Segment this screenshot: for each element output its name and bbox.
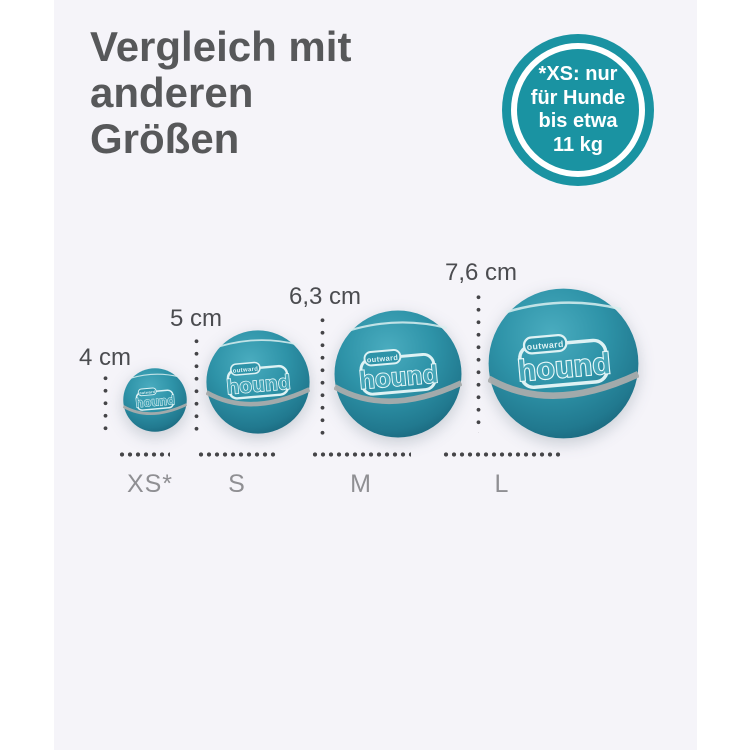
title-line-3: Größen [90,115,240,162]
measurement-label-m: 6,3 cm [288,283,362,310]
badge-line-3: bis etwa [538,110,618,132]
tennis-ball-l: outward hound [488,288,639,439]
horizontal-dotted-line-s [197,452,277,457]
title-line-2: anderen [90,69,254,116]
logo-tab [522,334,568,355]
logo-text-outward: outward [526,339,564,352]
ball-seam-bottom [206,387,310,407]
measurement-label-s: 5 cm [169,305,222,332]
title-line-1: Vergleich mit [90,23,352,70]
ball-seam-top [349,321,447,332]
logo-text-outward: outward [366,353,398,365]
tennis-ball-m: outward hound [334,310,462,438]
size-label-m: M [350,470,372,498]
measurement-label-xs: 4 cm [78,344,131,371]
ball-body [334,310,462,438]
size-label-xs: XS* [126,470,174,498]
ball-body [123,368,187,432]
logo-text-outward: outward [139,390,156,395]
vertical-dotted-line-s [194,335,199,433]
horizontal-dotted-line-xs [118,452,170,457]
logo-tab [230,361,261,376]
ball-seam-bottom [334,380,462,405]
size-label-s: S [228,470,246,498]
horizontal-dotted-line-l [442,452,562,457]
vertical-dotted-line-m [320,314,325,435]
brand-logo: outward hound [515,334,614,389]
ball-seam-bottom [123,403,187,416]
brand-logo: outward hound [225,361,293,400]
badge-line-2: für Hunde [530,86,626,109]
badge-text: *XS: nur für Hunde bis etwa 11 kg [502,34,654,186]
ball-seam-top [218,339,298,348]
ball-body [206,330,310,434]
size-label-l: L [494,470,510,498]
ball-seam-bottom [488,371,639,399]
logo-tab [363,349,402,367]
measurement-label-l: 7,6 cm [444,259,518,286]
vertical-dotted-line-l [476,291,481,433]
tennis-ball-xs: outward hound [123,368,187,432]
tennis-ball-s: outward hound [206,330,310,434]
badge-ring [511,43,645,177]
horizontal-dotted-line-m [311,452,411,457]
vertical-dotted-line-xs [103,372,108,432]
ball-seam-top [505,301,622,314]
logo-tab [137,387,157,397]
ball-body [488,288,639,439]
brand-logo: outward hound [357,349,441,396]
brand-logo: outward hound [135,387,176,411]
xs-info-badge: *XS: nur für Hunde bis etwa 11 kg [502,34,654,186]
logo-text-outward: outward [233,367,259,375]
page-title: Vergleich mit anderen Größen [90,24,351,162]
badge-line-1: *XS: nur [538,63,618,85]
ball-seam-top [130,373,180,379]
badge-line-4: 11 kg [552,133,604,156]
logo-text-hound: hound [135,393,176,410]
